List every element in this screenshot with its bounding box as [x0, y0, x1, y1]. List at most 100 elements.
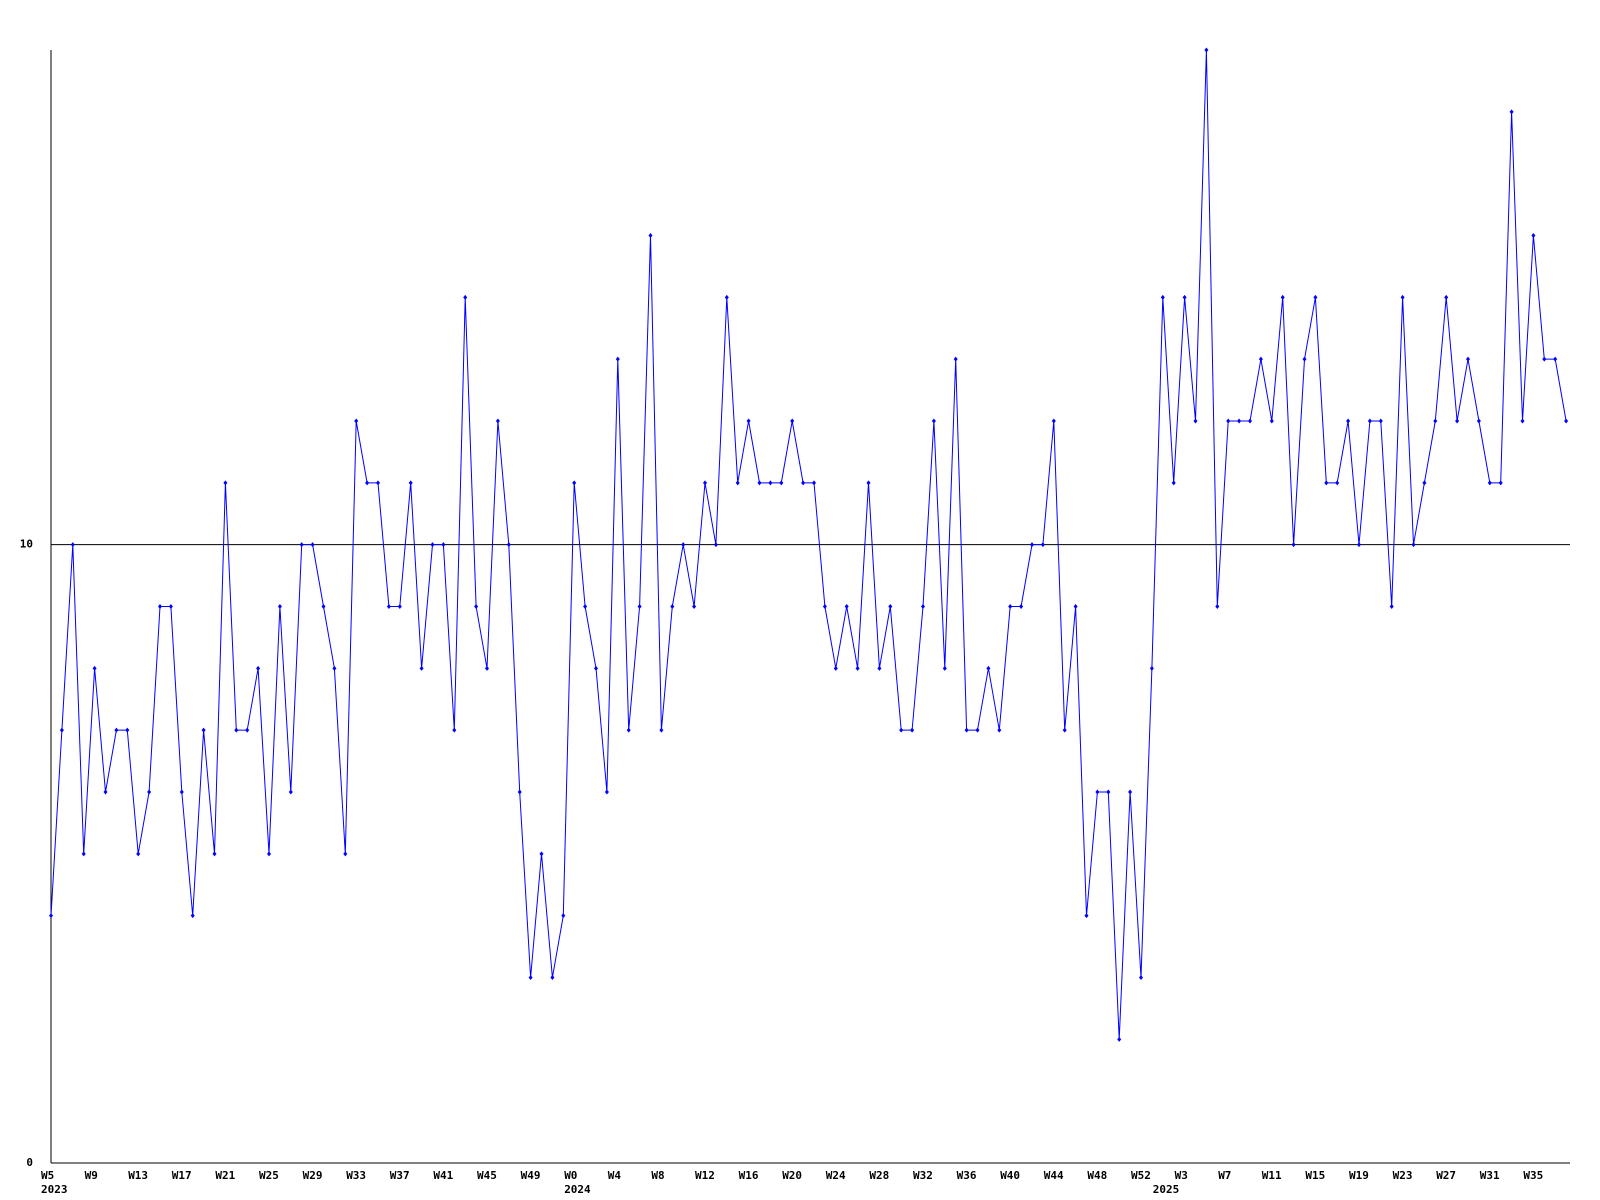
point — [1149, 665, 1154, 671]
point — [910, 727, 915, 733]
x-tick-label: W13 — [128, 1169, 148, 1182]
point — [114, 727, 119, 733]
point — [615, 356, 620, 362]
point — [430, 542, 435, 548]
point — [1542, 356, 1547, 362]
point — [1367, 418, 1372, 424]
point — [1030, 542, 1034, 548]
point — [506, 542, 511, 548]
point — [1291, 542, 1296, 548]
point — [1019, 604, 1024, 609]
point — [376, 480, 380, 486]
point — [103, 789, 108, 795]
x-tick-label: W28 — [869, 1169, 889, 1182]
point — [321, 604, 326, 609]
x-tick-label: W31 — [1480, 1169, 1500, 1182]
point — [59, 727, 64, 733]
point — [223, 480, 228, 486]
point — [1226, 418, 1231, 424]
point — [386, 604, 391, 609]
point — [125, 727, 130, 733]
x-tick-label: W5 — [41, 1169, 54, 1182]
point — [1422, 480, 1427, 486]
x-tick-label: W32 — [913, 1169, 933, 1182]
point — [365, 480, 370, 486]
point — [921, 604, 925, 609]
point — [332, 665, 337, 671]
x-tick-label: W20 — [782, 1169, 802, 1182]
point — [1400, 294, 1405, 300]
point — [1139, 975, 1143, 980]
point — [670, 604, 675, 609]
point — [245, 727, 250, 733]
point — [354, 418, 359, 424]
point — [1171, 480, 1176, 486]
point — [855, 665, 860, 671]
point — [626, 727, 631, 733]
x-tick-label: W25 — [259, 1169, 279, 1182]
point — [833, 665, 838, 671]
x-tick-label: W41 — [433, 1169, 453, 1182]
point — [1106, 789, 1111, 795]
y-tick-label: 0 — [26, 1156, 33, 1169]
point — [899, 727, 904, 733]
point — [190, 913, 195, 919]
x-tick-label: W3 — [1175, 1169, 1188, 1182]
point — [1455, 418, 1460, 424]
point — [1466, 356, 1470, 362]
point — [1280, 294, 1285, 300]
point — [1411, 542, 1416, 548]
point — [463, 294, 468, 300]
point — [681, 542, 686, 548]
x-tick-label: W35 — [1523, 1169, 1543, 1182]
point — [844, 604, 849, 609]
x-tick-label: W36 — [957, 1169, 977, 1182]
point — [408, 480, 413, 486]
point — [1128, 789, 1133, 795]
year-label: 2023 — [41, 1183, 68, 1196]
point — [1160, 294, 1165, 300]
x-tick-label: W19 — [1349, 1169, 1369, 1182]
point — [942, 665, 947, 671]
point — [1237, 418, 1242, 424]
x-tick-label: W44 — [1044, 1169, 1064, 1182]
point — [1248, 418, 1252, 424]
point — [1040, 542, 1045, 548]
point — [801, 480, 806, 486]
point — [310, 542, 315, 548]
point — [822, 604, 827, 609]
point — [779, 480, 784, 486]
point — [539, 851, 544, 857]
point — [92, 665, 97, 671]
point — [1553, 356, 1558, 362]
point — [70, 542, 75, 548]
point — [1498, 480, 1503, 486]
point — [888, 604, 893, 609]
point — [474, 604, 479, 609]
point — [1433, 418, 1438, 424]
x-tick-label: W27 — [1436, 1169, 1456, 1182]
point — [452, 727, 457, 733]
point — [288, 789, 293, 795]
point — [583, 604, 588, 609]
point — [1444, 294, 1449, 300]
point — [1324, 480, 1329, 486]
point — [1335, 480, 1340, 486]
point — [648, 233, 653, 238]
point — [1095, 789, 1100, 795]
point — [866, 480, 871, 486]
point — [397, 604, 402, 609]
x-tick-label: W8 — [651, 1169, 664, 1182]
point — [201, 727, 206, 733]
point — [495, 418, 500, 424]
point — [299, 542, 304, 548]
point — [147, 789, 152, 795]
point — [1357, 542, 1361, 548]
x-tick-label: W48 — [1087, 1169, 1107, 1182]
point — [277, 604, 282, 609]
x-tick-label: W24 — [826, 1169, 846, 1182]
point — [81, 851, 86, 857]
point — [517, 789, 522, 795]
point — [812, 480, 816, 486]
point — [267, 851, 271, 857]
